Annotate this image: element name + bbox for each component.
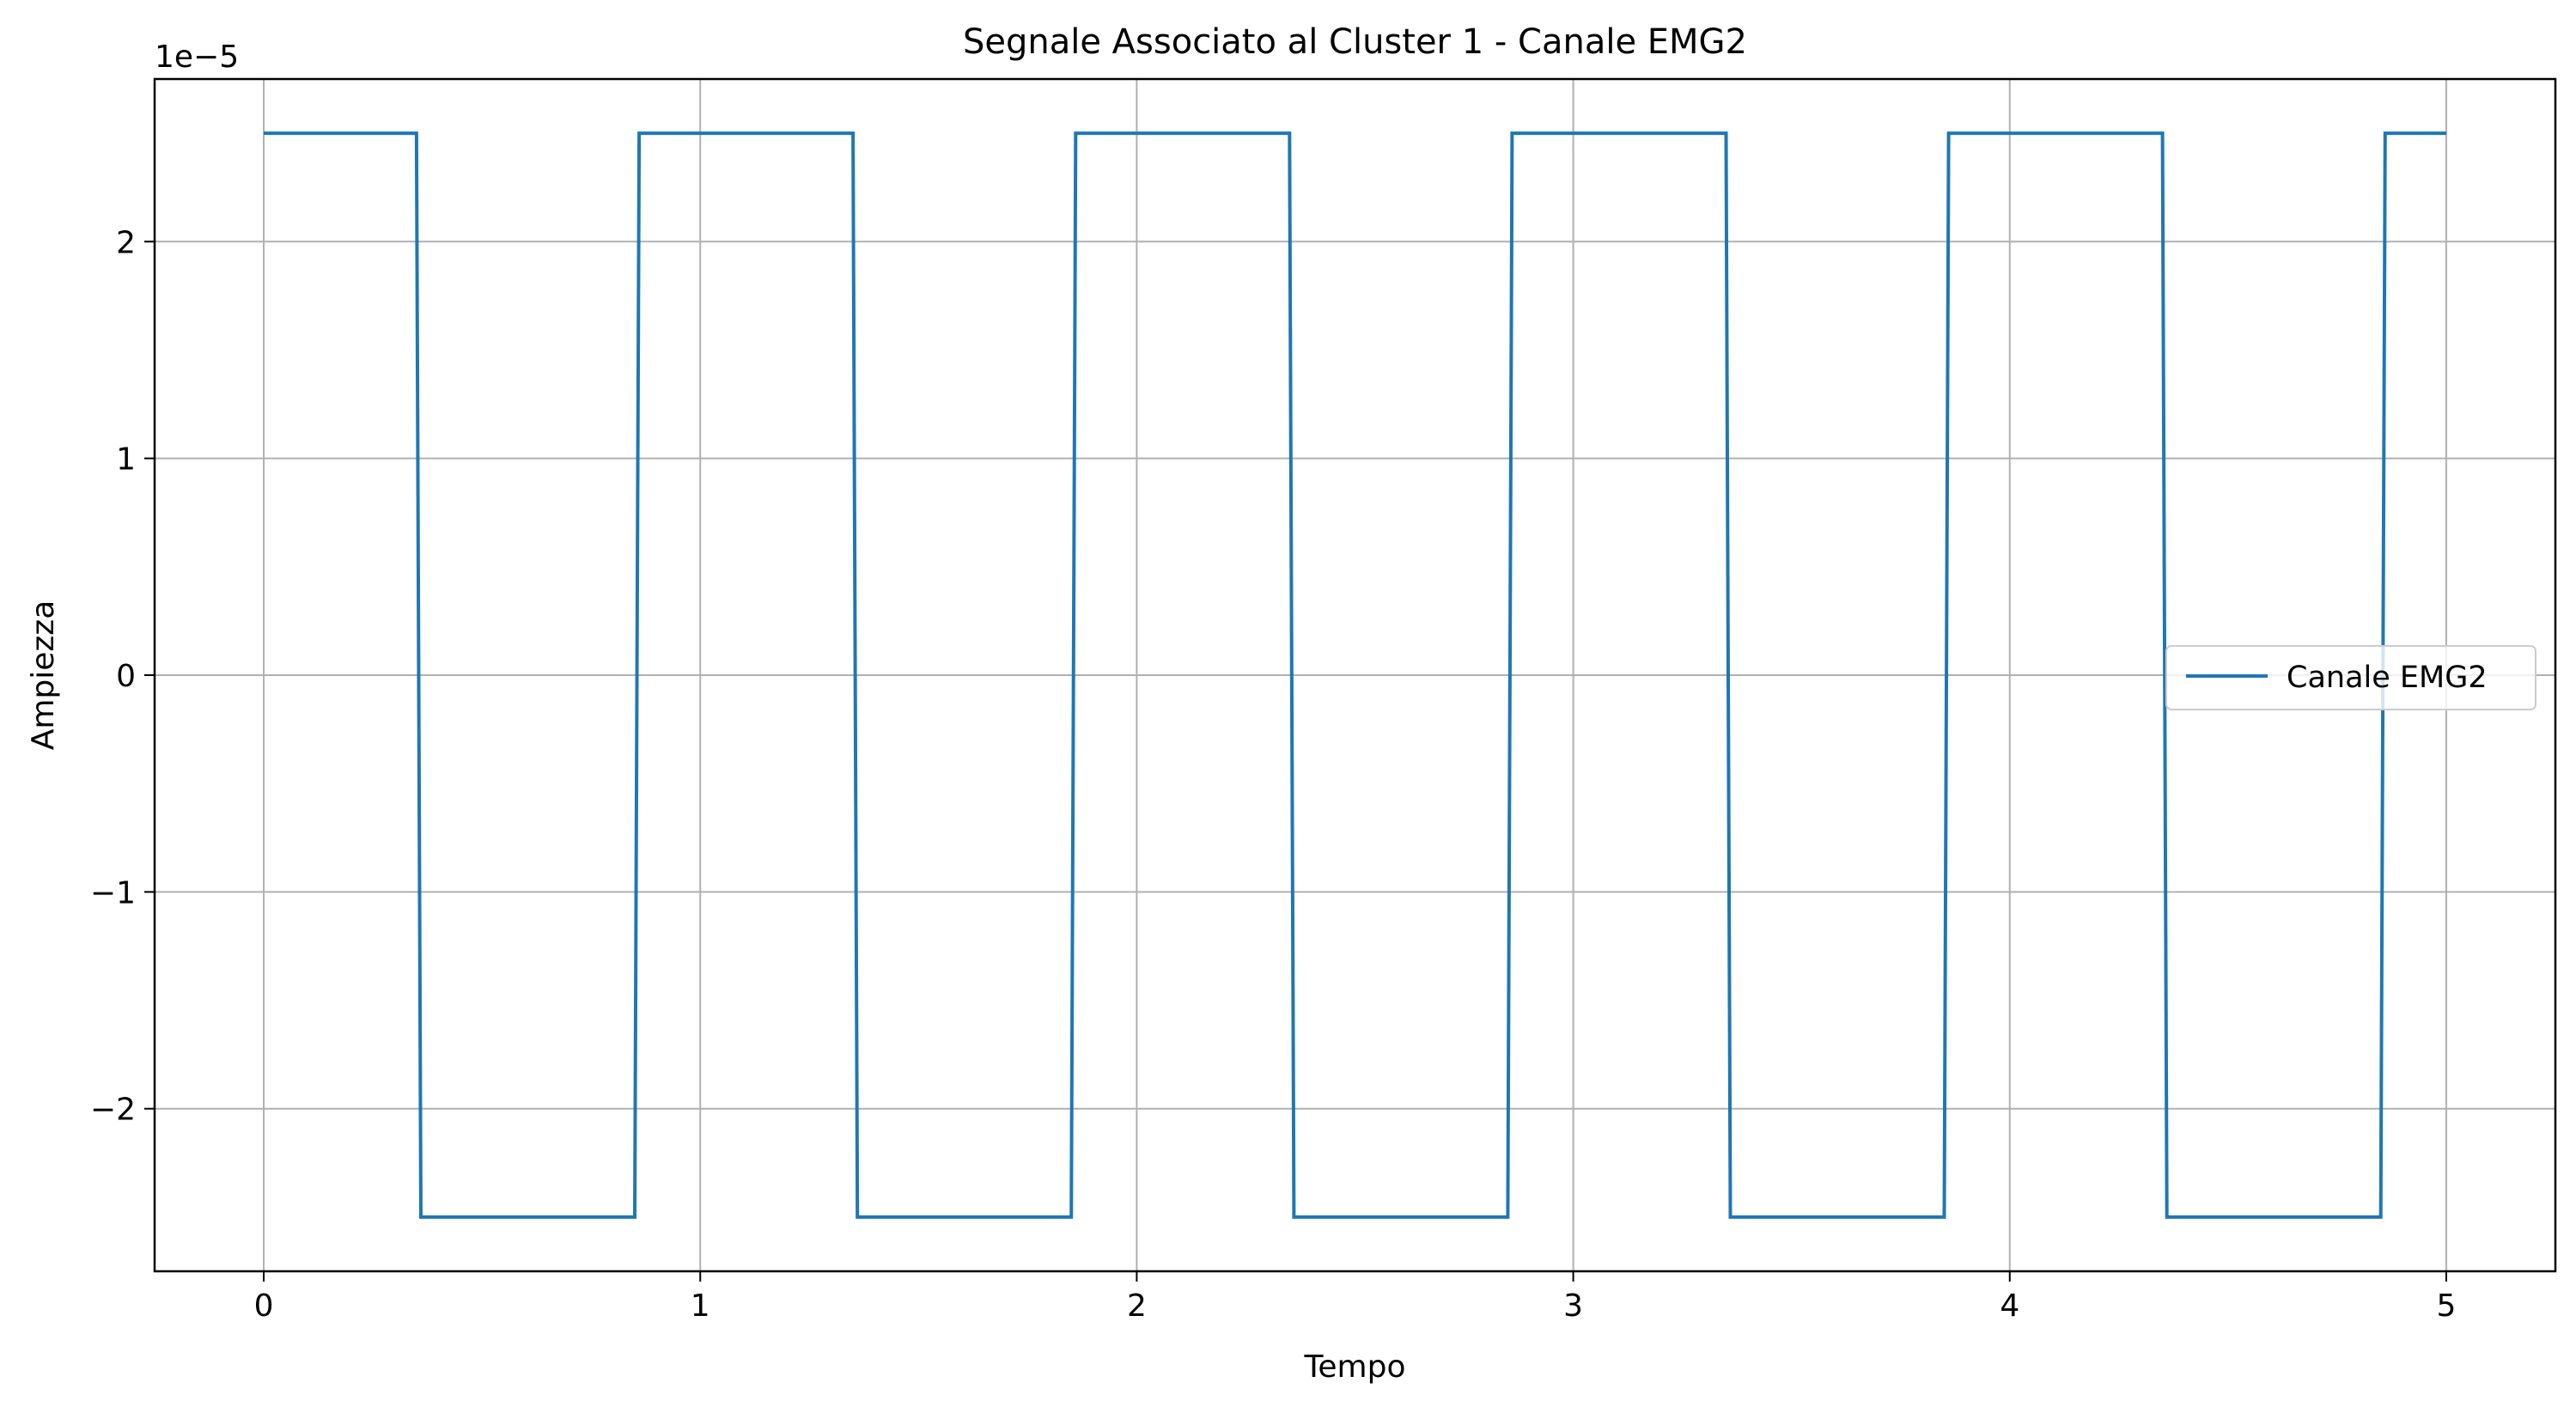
y-axis-offset-label: 1e−5 — [155, 40, 239, 75]
x-tick-label: 0 — [254, 1288, 274, 1324]
legend-label: Canale EMG2 — [2287, 661, 2488, 695]
x-axis-label: Tempo — [1304, 1349, 1406, 1385]
x-tick-label: 1 — [691, 1288, 710, 1324]
x-tick-label: 3 — [1563, 1288, 1583, 1324]
legend: Canale EMG2 — [2165, 645, 2536, 710]
y-tick-label: −1 — [90, 875, 136, 911]
y-axis-label: Ampiezza — [26, 600, 61, 751]
grid — [155, 79, 2555, 1271]
y-tick-label: 1 — [116, 442, 136, 478]
ticks: 0 1 2 3 4 5 −2 −1 0 1 2 — [90, 225, 2456, 1324]
y-tick-label: −2 — [90, 1093, 136, 1128]
legend-box — [2165, 645, 2536, 710]
x-tick-label: 2 — [1127, 1288, 1147, 1324]
series-line — [264, 131, 2446, 1219]
chart-title: Segnale Associato al Cluster 1 - Canale … — [963, 22, 1747, 62]
x-tick-label: 4 — [2000, 1288, 2019, 1324]
x-tick-label: 5 — [2437, 1288, 2457, 1324]
series-layer — [264, 131, 2446, 1219]
y-tick-label: 2 — [116, 225, 136, 260]
y-tick-label: 0 — [116, 659, 136, 694]
